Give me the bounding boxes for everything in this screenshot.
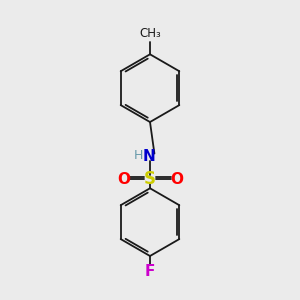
Text: O: O	[117, 172, 130, 187]
Text: S: S	[144, 170, 156, 188]
Text: N: N	[143, 149, 156, 164]
Text: H: H	[134, 149, 143, 162]
Text: F: F	[145, 264, 155, 279]
Text: CH₃: CH₃	[139, 27, 161, 40]
Text: O: O	[170, 172, 183, 187]
